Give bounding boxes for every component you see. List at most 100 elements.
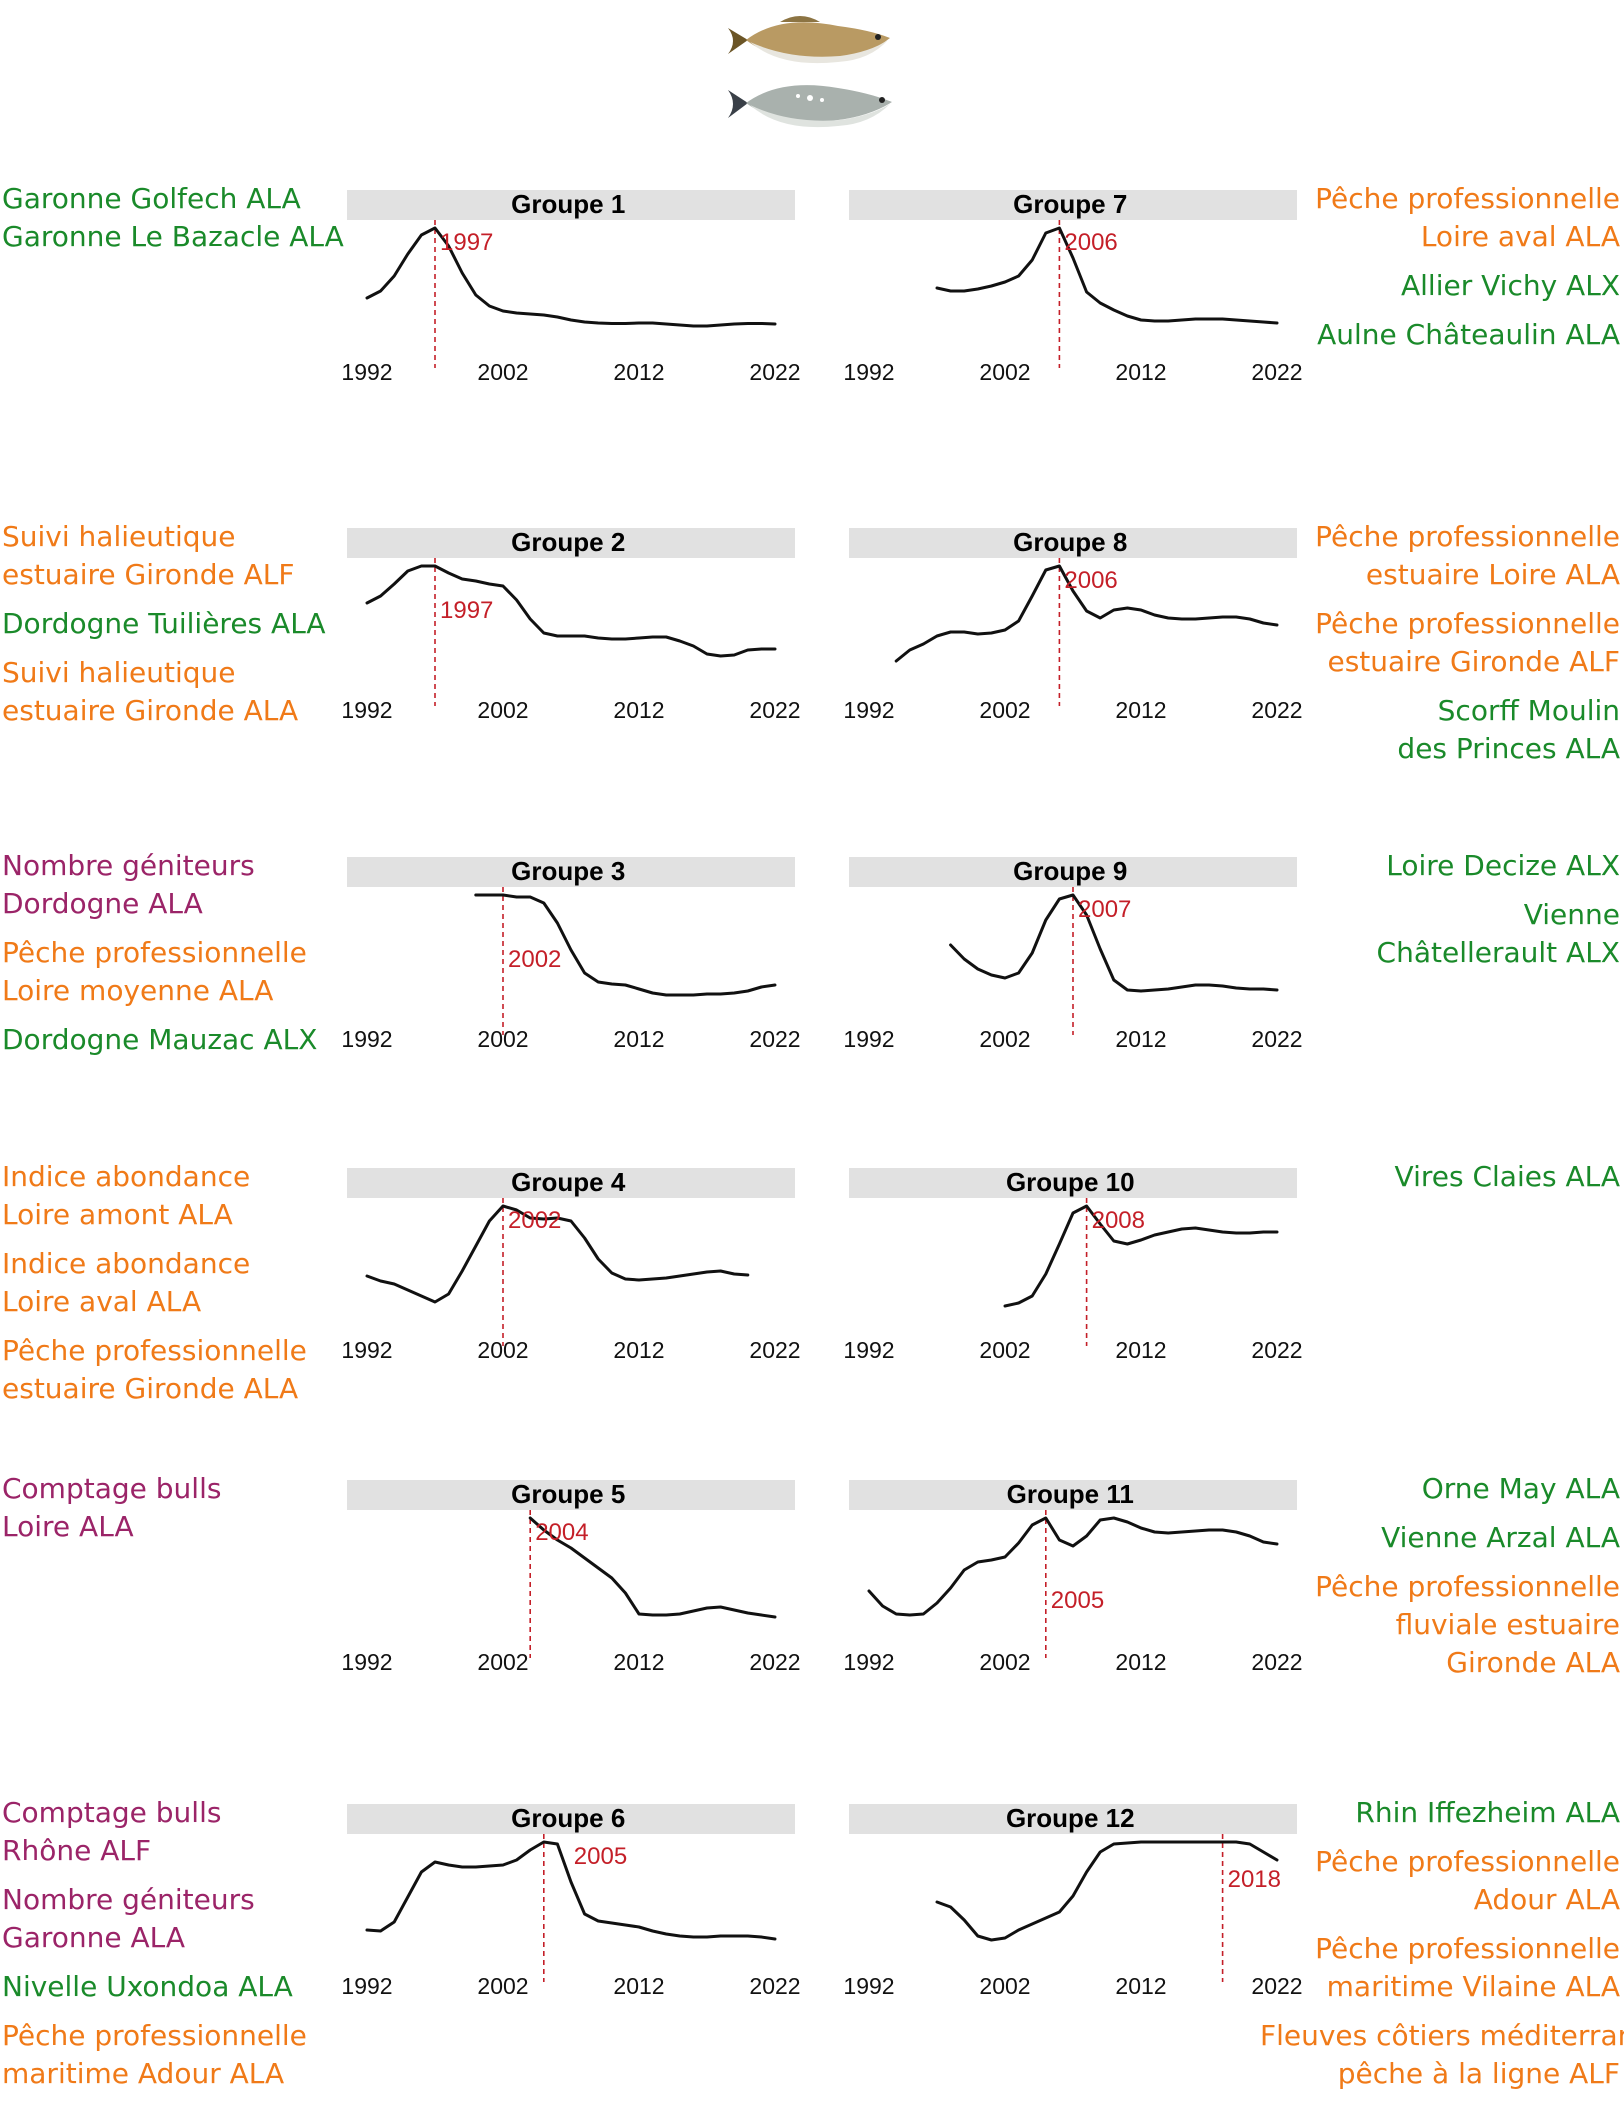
x-tick-label: 1992 — [843, 1973, 894, 1999]
chart-svg: Groupe 5 2004 1992 2002 2012 2022 — [341, 1479, 800, 1675]
left-station-labels-group-4: Indice abondance Loire amont ALA Indice ab… — [2, 1158, 362, 1419]
station-label-line: Comptage bulls — [2, 1472, 222, 1505]
title-banner — [347, 528, 795, 558]
station-label-line: Suivi halieutique — [2, 656, 236, 689]
station-label-line: Châtellerault ALX — [1376, 936, 1620, 969]
series-line — [365, 1840, 777, 1941]
x-tick-label: 2002 — [979, 697, 1030, 723]
station-label-line: estuaire Loire ALA — [1365, 558, 1620, 591]
station-label-line: Suivi halieutique — [2, 520, 236, 553]
chart-group-8: Groupe 8 2006 1992 2002 2012 2022 — [843, 526, 1347, 723]
station-label-block: Pêche professionnelle maritime Adour ALA — [2, 2017, 362, 2093]
station-label-block: Garonne Golfech ALA Garonne Le Bazacle AL… — [2, 180, 362, 256]
chart-group-4: Groupe 4 2002 1992 2002 2012 2022 — [341, 1166, 845, 1363]
chart-group-2: Groupe 2 1997 1992 2002 2012 2022 — [341, 526, 845, 723]
peak-year-label: 2006 — [1064, 567, 1117, 594]
station-label-block: Pêche professionnelle estuaire Loire ALA — [1260, 518, 1620, 594]
x-tick-label: 2012 — [1115, 697, 1166, 723]
station-label-line: Dordogne Tuilières ALA — [2, 607, 326, 640]
chart-svg: Groupe 8 2006 1992 2002 2012 2022 — [843, 527, 1302, 723]
shad-fish-icon — [728, 16, 890, 64]
peak-year-label: 2007 — [1078, 896, 1131, 923]
x-tick-label: 2022 — [1251, 697, 1302, 723]
station-label-line: Adour ALA — [1473, 1883, 1620, 1916]
station-label-line: Dordogne ALA — [2, 887, 203, 920]
chart-group-6: Groupe 6 2005 1992 2002 2012 2022 — [341, 1802, 845, 1999]
station-label-line: Loire amont ALA — [2, 1198, 233, 1231]
chart-title: Groupe 8 — [1013, 527, 1127, 557]
station-label-line: Indice abondance — [2, 1160, 251, 1193]
station-label-line: estuaire Gironde ALF — [1327, 645, 1620, 678]
station-label-line: Rhin Iffezheim ALA — [1355, 1796, 1620, 1829]
chart-group-10: Groupe 10 2008 1992 2002 2012 2022 — [843, 1166, 1347, 1363]
station-label-block: Vienne Châtellerault ALX — [1260, 896, 1620, 972]
chart-title: Groupe 9 — [1013, 856, 1127, 886]
title-banner — [347, 1480, 795, 1510]
chart-title: Groupe 6 — [511, 1803, 625, 1833]
series-line — [365, 564, 777, 658]
chart-group-5: Groupe 5 2004 1992 2002 2012 2022 — [341, 1478, 845, 1675]
station-label-block: Suivi halieutique estuaire Gironde ALF — [2, 518, 362, 594]
peak-year-label: 1997 — [440, 597, 493, 624]
peak-year-label: 2002 — [508, 946, 561, 973]
x-tick-label: 2002 — [477, 1026, 528, 1052]
peak-year-label: 2005 — [574, 1843, 627, 1870]
x-tick-label: 2012 — [613, 1337, 664, 1363]
x-tick-label: 2022 — [749, 1026, 800, 1052]
station-label-line: pêche à la ligne ALF — [1337, 2057, 1620, 2090]
chart-svg: Groupe 7 2006 1992 2002 2012 2022 — [843, 189, 1302, 385]
chart-title: Groupe 10 — [1006, 1167, 1135, 1197]
x-tick-label: 2002 — [477, 697, 528, 723]
right-station-labels-group-11: Orne May ALA Vienne Arzal ALA Pêche profes… — [1260, 1470, 1620, 1693]
station-label-line: Garonne ALA — [2, 1921, 186, 1954]
x-tick-label: 1992 — [341, 359, 392, 385]
x-tick-label: 2022 — [1251, 1649, 1302, 1675]
x-tick-label: 2012 — [613, 1649, 664, 1675]
x-tick-label: 1992 — [341, 1649, 392, 1675]
chart-title: Groupe 11 — [1007, 1479, 1134, 1509]
x-tick-label: 2022 — [749, 1973, 800, 1999]
station-label-line: estuaire Gironde ALA — [2, 1372, 299, 1405]
station-label-line: Scorff Moulin — [1437, 694, 1620, 727]
x-tick-label: 2012 — [1115, 1026, 1166, 1052]
station-label-block: Comptage bulls Rhône ALF — [2, 1794, 362, 1870]
chart-title: Groupe 3 — [511, 856, 625, 886]
station-label-line: fluviale estuaire — [1395, 1608, 1620, 1641]
x-tick-label: 2002 — [979, 359, 1030, 385]
chart-svg: Groupe 6 2005 1992 2002 2012 2022 — [341, 1803, 800, 1999]
title-banner — [849, 857, 1297, 887]
left-station-labels-group-5: Comptage bulls Loire ALA — [2, 1470, 362, 1557]
chart-group-12: Groupe 12 2018 1992 2002 2012 2022 — [843, 1802, 1347, 1999]
title-banner — [347, 1804, 795, 1834]
chart-title: Groupe 7 — [1013, 189, 1127, 219]
x-tick-label: 2012 — [1115, 1649, 1166, 1675]
chart-svg: Groupe 3 2002 1992 2002 2012 2022 — [341, 856, 800, 1052]
chart-title: Groupe 1 — [511, 189, 625, 219]
title-banner — [347, 1168, 795, 1198]
station-label-line: estuaire Gironde ALF — [2, 558, 295, 591]
x-tick-label: 2022 — [749, 359, 800, 385]
twaite-shad-fish-icon — [728, 85, 892, 128]
station-label-line: Pêche professionnelle — [1315, 1570, 1620, 1603]
series-line — [474, 893, 777, 997]
station-label-block: Vienne Arzal ALA — [1260, 1519, 1620, 1557]
x-tick-label: 2012 — [613, 1973, 664, 1999]
station-label-block: Nombre géniteurs Dordogne ALA — [2, 847, 362, 923]
chart-svg: Groupe 11 2005 1992 2002 2012 2022 — [843, 1479, 1302, 1675]
x-tick-label: 2012 — [613, 359, 664, 385]
title-banner — [849, 528, 1297, 558]
title-banner — [849, 190, 1297, 220]
station-label-line: Vienne Arzal ALA — [1381, 1521, 1620, 1554]
station-label-line: Pêche professionnelle — [1315, 1932, 1620, 1965]
station-label-line: Vienne — [1523, 898, 1620, 931]
chart-title: Groupe 5 — [511, 1479, 625, 1509]
station-label-line: Nombre géniteurs — [2, 1883, 255, 1916]
chart-svg: Groupe 2 1997 1992 2002 2012 2022 — [341, 527, 800, 723]
x-tick-label: 2022 — [1251, 1026, 1302, 1052]
station-label-block: Nombre géniteurs Garonne ALA — [2, 1881, 362, 1957]
station-label-block: Pêche professionnelle maritime Vilaine AL… — [1260, 1930, 1620, 2006]
peak-year-label: 2002 — [508, 1207, 561, 1234]
fish-illustrations — [728, 16, 892, 128]
station-label-line: Pêche professionnelle — [2, 1334, 307, 1367]
left-station-labels-group-2: Suivi halieutique estuaire Gironde ALF Dor… — [2, 518, 362, 741]
